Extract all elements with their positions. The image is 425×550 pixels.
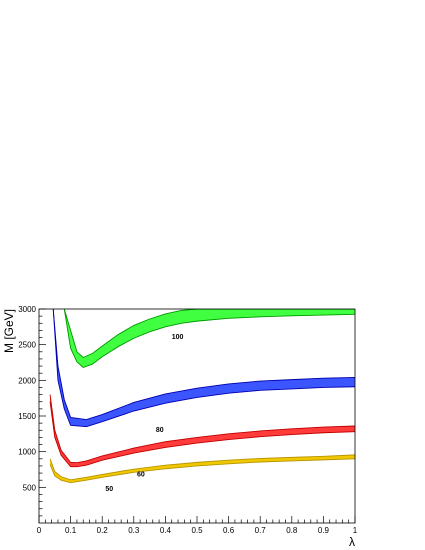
y-tick-label: 500: [23, 483, 37, 492]
x-tick-label: 0.7: [255, 526, 267, 535]
bands-layer: [49, 309, 355, 484]
band-labels-layer: 50 60 80 100: [105, 334, 183, 493]
x-tick-label: 0.1: [65, 526, 77, 535]
y-tick-label: 2000: [18, 376, 36, 385]
band-100-label: 100: [172, 334, 184, 341]
band-80-label: 80: [156, 427, 164, 434]
band-60-upper-edge: [49, 394, 355, 464]
x-tick-label: 0.2: [97, 526, 109, 535]
y-tick-label: 1500: [18, 412, 36, 421]
plot-background: [39, 309, 355, 523]
band-50-lower-edge: [49, 458, 355, 484]
x-tick-label: 0.4: [160, 526, 172, 535]
y-tick-label: 1000: [18, 448, 36, 457]
y-axis: 500 1000 1500 2000 2500 3000: [18, 305, 46, 517]
x-tick-label: 0: [37, 526, 42, 535]
x-tick-label: 0.6: [223, 526, 235, 535]
band-50-label: 50: [105, 486, 113, 493]
y-axis-title: M [GeV]: [2, 309, 16, 353]
x-tick-label: 0.3: [128, 526, 140, 535]
x-tick-label: 0.8: [286, 526, 298, 535]
x-axis: 0 0.1 0.2 0.3 0.4 0.5 0.6 0.7 0.8 0.9 1: [37, 516, 358, 535]
band-50-area: [50, 454, 355, 483]
x-tick-label: 1: [353, 526, 358, 535]
band-60-area: [50, 394, 355, 467]
x-axis-title: λ: [349, 535, 355, 549]
band-100-upper-edge: [63, 309, 355, 359]
y-tick-label: 3000: [18, 305, 36, 314]
x-tick-label: 0.9: [318, 526, 330, 535]
band-80-lower-edge: [52, 309, 355, 428]
band-100-lower-edge: [63, 309, 355, 369]
band-60-lower-edge: [49, 401, 355, 468]
x-tick-label: 0.5: [191, 526, 203, 535]
band-50-upper-edge: [49, 454, 355, 481]
band-60-label: 60: [137, 471, 145, 478]
y-tick-label: 2500: [18, 341, 36, 350]
band-80-upper-edge: [52, 309, 355, 421]
